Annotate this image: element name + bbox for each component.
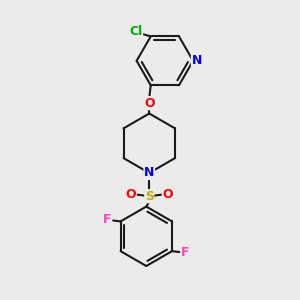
Text: S: S	[145, 190, 154, 203]
Text: F: F	[103, 213, 111, 226]
Text: N: N	[144, 167, 154, 179]
Text: O: O	[144, 97, 154, 110]
Text: O: O	[162, 188, 173, 201]
Text: O: O	[125, 188, 136, 201]
Text: F: F	[181, 246, 190, 259]
Text: Cl: Cl	[129, 26, 142, 38]
Text: N: N	[191, 54, 202, 67]
